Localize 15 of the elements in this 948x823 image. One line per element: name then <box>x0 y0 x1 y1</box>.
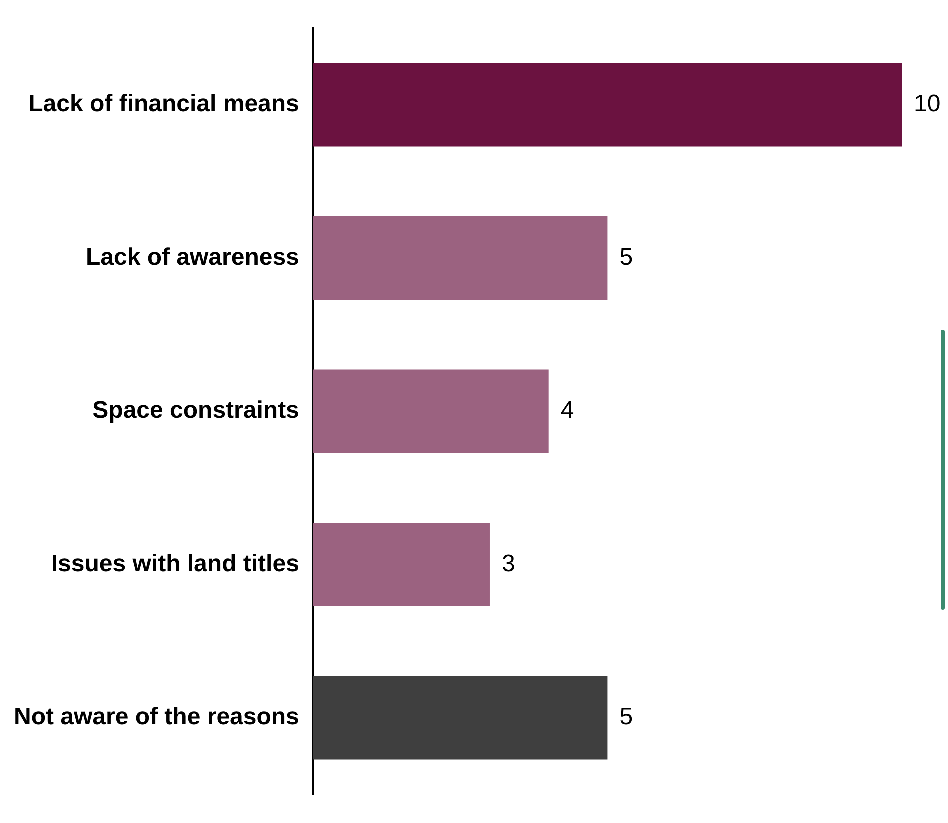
y-tick-label: Space constraints <box>92 397 300 424</box>
data-label: 3 <box>502 550 516 578</box>
bar <box>313 63 902 147</box>
data-label: 5 <box>620 704 634 731</box>
data-label: 4 <box>560 397 574 424</box>
y-tick-label: Issues with land titles <box>51 550 300 578</box>
bar <box>313 370 549 454</box>
y-tick-label: Lack of financial means <box>28 90 300 118</box>
bar <box>313 676 608 760</box>
data-label: 5 <box>620 244 634 271</box>
y-tick-label: Lack of awareness <box>86 244 300 271</box>
data-label: 10 <box>914 90 941 118</box>
bar <box>313 522 490 606</box>
y-tick-label: Not aware of the reasons <box>14 704 300 731</box>
bar <box>313 216 608 300</box>
